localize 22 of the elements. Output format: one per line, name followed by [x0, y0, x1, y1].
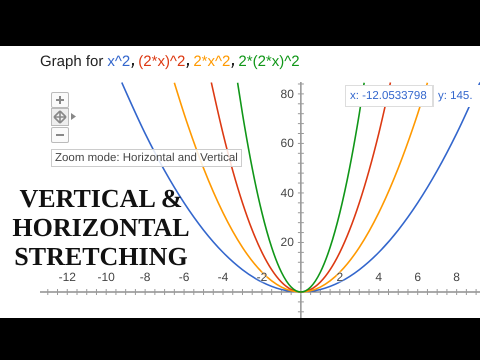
x-tick-label: -4 — [218, 270, 228, 284]
annotation: Zoom mode: Horizontal and Vertical — [51, 149, 242, 167]
x-tick-label: 6 — [414, 270, 422, 284]
x-tick-label: -8 — [140, 270, 150, 284]
annotation: x: -12.0533798 — [345, 85, 433, 107]
x-tick-label: -10 — [98, 270, 115, 284]
x-tick-label: 2 — [336, 270, 344, 284]
y-tick-label: 60 — [280, 136, 294, 150]
chart-title: Graph for — [40, 53, 104, 70]
y-tick-label: 20 — [280, 235, 294, 250]
y-tick-label: 40 — [280, 186, 294, 200]
annotation: y: 145. — [433, 85, 480, 107]
series-label: 2*(2*x)^2 — [238, 53, 300, 70]
x-tick-label: -12 — [58, 270, 76, 284]
x-tick-label: -6 — [178, 270, 190, 284]
x-tick-label: 8 — [453, 270, 460, 284]
x-tick-label: 4 — [375, 270, 382, 284]
y-tick-label: 80 — [280, 86, 294, 101]
annotation: VERTICAL & HORIZONTAL STRETCHING — [11, 184, 191, 271]
series-label: x^2 — [107, 53, 130, 70]
series-label: 2*x^2 — [193, 53, 230, 70]
series-label: (2*x)^2 — [138, 53, 186, 70]
